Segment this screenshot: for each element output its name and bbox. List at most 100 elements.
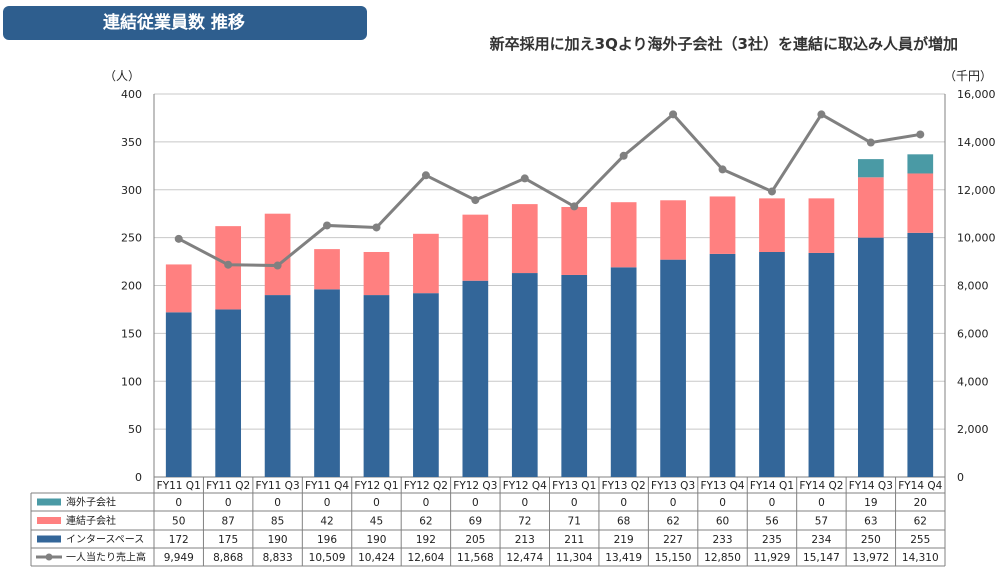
legend-swatch — [37, 498, 61, 506]
table-cell-value: 190 — [366, 534, 386, 546]
table-cell-value: 8,833 — [263, 552, 293, 564]
bar-segment — [610, 267, 637, 477]
bar-segment — [857, 159, 884, 178]
table-cell-value: 42 — [320, 516, 333, 528]
y2-tick-label: 2,000 — [957, 423, 989, 436]
table-cell-value: 62 — [419, 516, 432, 528]
bar-segment — [561, 274, 588, 477]
x-tick-label: FY11 Q4 — [305, 480, 349, 492]
bar-segment — [462, 280, 489, 477]
x-tick-label: FY12 Q3 — [453, 480, 497, 492]
bar-segment — [264, 213, 291, 296]
bar-segment — [808, 252, 835, 477]
table-cell-value: 11,568 — [457, 552, 494, 564]
y2-tick-label: 14,000 — [957, 136, 996, 149]
line-point — [520, 174, 529, 183]
table-cell-value: 63 — [864, 516, 877, 528]
x-tick-label: FY13 Q1 — [552, 480, 596, 492]
x-tick-label: FY12 Q2 — [404, 480, 448, 492]
table-cell-value: 190 — [268, 534, 288, 546]
table-cell-value: 192 — [416, 534, 436, 546]
line-point — [372, 223, 381, 232]
y2-tick-label: 16,000 — [957, 88, 996, 101]
x-tick-label: FY14 Q2 — [799, 480, 843, 492]
bar-segment — [709, 253, 736, 477]
table-cell-value: 13,419 — [605, 552, 642, 564]
bar-segment — [264, 295, 291, 477]
line-point — [669, 110, 678, 119]
bar-segment — [907, 232, 934, 477]
table-cell-value: 15,150 — [655, 552, 692, 564]
table-cell-value: 72 — [518, 516, 531, 528]
table-cell-value: 0 — [274, 497, 281, 509]
table-cell-value: 12,850 — [704, 552, 741, 564]
bar-segment — [165, 264, 192, 313]
table-cell-value: 10,424 — [358, 552, 395, 564]
table-cell-value: 0 — [472, 497, 479, 509]
y2-tick-label: 6,000 — [957, 327, 989, 340]
table-cell-value: 10,509 — [309, 552, 346, 564]
line-point — [421, 171, 430, 180]
line-point — [224, 260, 233, 269]
legend-label: 一人当たり売上高 — [66, 551, 146, 564]
table-cell-value: 20 — [914, 497, 927, 509]
table-cell-value: 50 — [172, 516, 185, 528]
table-cell-value: 11,304 — [556, 552, 593, 564]
table-cell-value: 0 — [818, 497, 825, 509]
bar-segment — [363, 295, 390, 477]
table-cell-value: 0 — [324, 497, 331, 509]
line-point — [718, 165, 727, 174]
table-cell-value: 175 — [218, 534, 238, 546]
table-cell-value: 172 — [169, 534, 189, 546]
section-title-banner: 連結従業員数 推移 — [3, 6, 367, 40]
y-axis-unit: （人） — [104, 69, 140, 83]
table-cell-value: 0 — [423, 497, 430, 509]
bar-segment — [165, 312, 192, 477]
line-point — [916, 130, 925, 139]
bar-segment — [511, 273, 538, 477]
line-point — [323, 221, 332, 230]
bar-segment — [660, 200, 686, 260]
table-cell-value: 87 — [221, 516, 234, 528]
x-tick-label: FY14 Q1 — [750, 480, 794, 492]
line-point — [273, 261, 282, 270]
legend-swatch — [37, 517, 61, 524]
table-cell-value: 19 — [864, 497, 877, 509]
table-cell-value: 8,868 — [213, 552, 243, 564]
table-cell-value: 213 — [515, 534, 535, 546]
bar-segment — [363, 251, 390, 296]
y-tick-label: 100 — [121, 375, 142, 388]
table-cell-value: 68 — [617, 516, 630, 528]
y-tick-label: 350 — [121, 136, 142, 149]
bar-segment — [857, 237, 884, 477]
legend-label: 連結子会社 — [66, 514, 116, 527]
table-cell-value: 196 — [317, 534, 337, 546]
table-cell-value: 255 — [910, 534, 930, 546]
bar-segment — [808, 198, 835, 253]
x-tick-label: FY14 Q3 — [849, 480, 893, 492]
bar-segment — [610, 202, 637, 268]
bar-segment — [511, 204, 538, 274]
table-cell-value: 250 — [861, 534, 881, 546]
x-tick-label: FY13 Q4 — [700, 480, 744, 492]
table-cell-value: 12,474 — [506, 552, 543, 564]
table-cell-value: 45 — [370, 516, 383, 528]
table-cell-value: 235 — [762, 534, 782, 546]
x-tick-label: FY11 Q1 — [157, 480, 201, 492]
table-cell-value: 0 — [571, 497, 578, 509]
bar-segment — [314, 289, 340, 477]
x-tick-label: FY13 Q2 — [602, 480, 646, 492]
bar-segment — [759, 198, 785, 252]
chart-headline: 新卒採用に加え3Qより海外子会社（3社）を連結に取込み人員が増加 — [489, 35, 958, 53]
bar-segment — [561, 206, 588, 275]
bar-segment — [314, 249, 340, 290]
bar-segment — [907, 173, 934, 233]
bar-segment — [709, 196, 736, 254]
table-cell-value: 0 — [521, 497, 528, 509]
x-tick-label: FY11 Q2 — [206, 480, 250, 492]
bar-segment — [413, 293, 439, 477]
y-tick-label: 400 — [121, 88, 142, 101]
bar-segment — [907, 154, 934, 174]
line-point — [471, 196, 480, 205]
